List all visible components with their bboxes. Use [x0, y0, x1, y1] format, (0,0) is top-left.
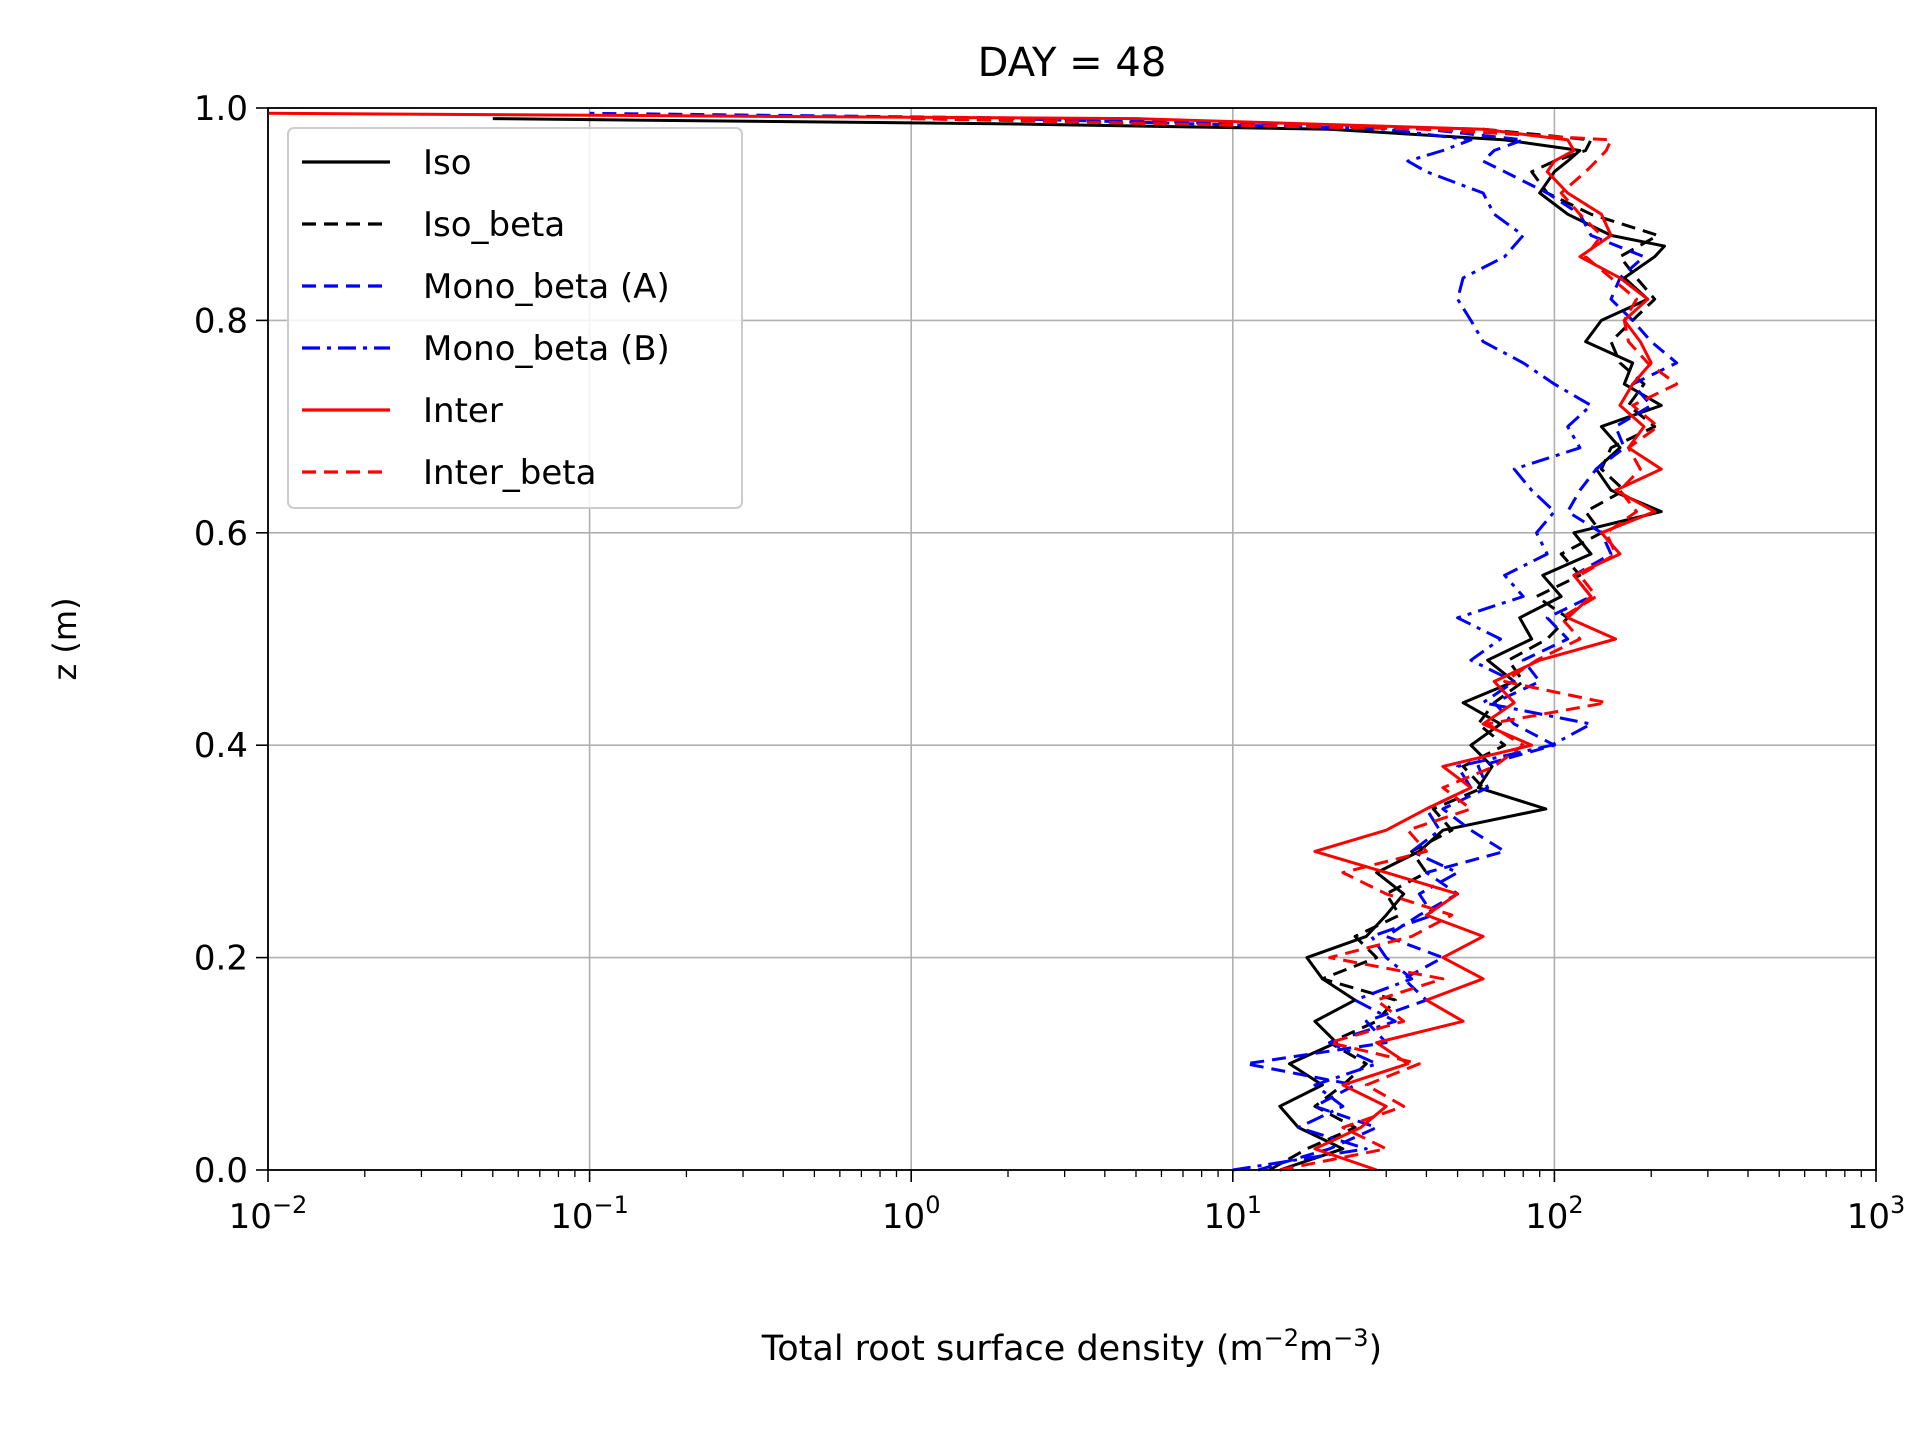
grid [267, 107, 1877, 1171]
y-tick-label: 0.2 [194, 939, 248, 979]
legend-box [287, 127, 743, 509]
legend-label-1: Iso [423, 143, 472, 183]
y-tick-label: 0.0 [194, 1151, 248, 1191]
series-layer [267, 111, 1679, 1172]
x-tick-label: 10−1 [550, 1191, 629, 1237]
x-tick-label: 102 [1525, 1191, 1584, 1237]
x-tick-exponent: 3 [1890, 1191, 1905, 1219]
x-tick-base: 10 [1204, 1197, 1247, 1237]
y-tick-label: 0.6 [194, 514, 248, 554]
plot-frame [267, 107, 1877, 1171]
x-tick-exponent: −2 [272, 1191, 307, 1219]
x-tick-label: 10−2 [229, 1191, 308, 1237]
x-axis-label-main: Total root surface density (m [761, 1329, 1264, 1369]
y-axis-label: z (m) [46, 597, 84, 680]
legend-label-5: Inter [423, 391, 503, 431]
x-axis-label: Total root surface density (m−2m−3) [761, 1324, 1382, 1369]
series-line-6 [911, 117, 1679, 1172]
series-line-5 [267, 111, 1663, 1172]
x-tick-label: 101 [1204, 1191, 1263, 1237]
legend-label-2: Iso_beta [423, 205, 565, 245]
x-axis-label-exponent-1: −2 [1264, 1324, 1299, 1352]
y-tick-label: 1.0 [194, 89, 248, 129]
y-axis: 0.0 0.2 0.4 0.6 0.8 1.0 [194, 89, 268, 1191]
series-line-2 [911, 117, 1660, 1172]
x-tick-exponent: 0 [925, 1191, 940, 1219]
x-tick-base: 10 [229, 1197, 272, 1237]
x-tick-label: 100 [882, 1191, 941, 1237]
x-axis-label-unit: m [1299, 1329, 1333, 1369]
x-tick-exponent: −1 [594, 1191, 629, 1219]
legend: Iso Iso_beta Mono_beta (A) Mono_beta (B) Int… [287, 127, 743, 509]
x-tick-base: 10 [1847, 1197, 1890, 1237]
legend-label-4: Mono_beta (B) [423, 329, 670, 369]
x-axis: 10−2 10−1 100 101 102 103 [229, 1170, 1906, 1237]
x-axis-label-close: ) [1369, 1329, 1383, 1369]
y-tick-label: 0.8 [194, 301, 248, 341]
legend-label-3: Mono_beta (A) [423, 267, 670, 307]
chart-title: DAY = 48 [978, 40, 1167, 86]
x-tick-base: 10 [882, 1197, 925, 1237]
x-axis-label-exponent-2: −3 [1333, 1324, 1368, 1352]
legend-label-6: Inter_beta [423, 453, 596, 493]
x-tick-exponent: 1 [1247, 1191, 1262, 1219]
y-tick-label: 0.4 [194, 726, 248, 766]
x-tick-exponent: 2 [1568, 1191, 1583, 1219]
x-tick-base: 10 [550, 1197, 593, 1237]
x-tick-base: 10 [1525, 1197, 1568, 1237]
x-tick-label: 103 [1847, 1191, 1906, 1237]
series-line-4 [1007, 117, 1593, 1172]
